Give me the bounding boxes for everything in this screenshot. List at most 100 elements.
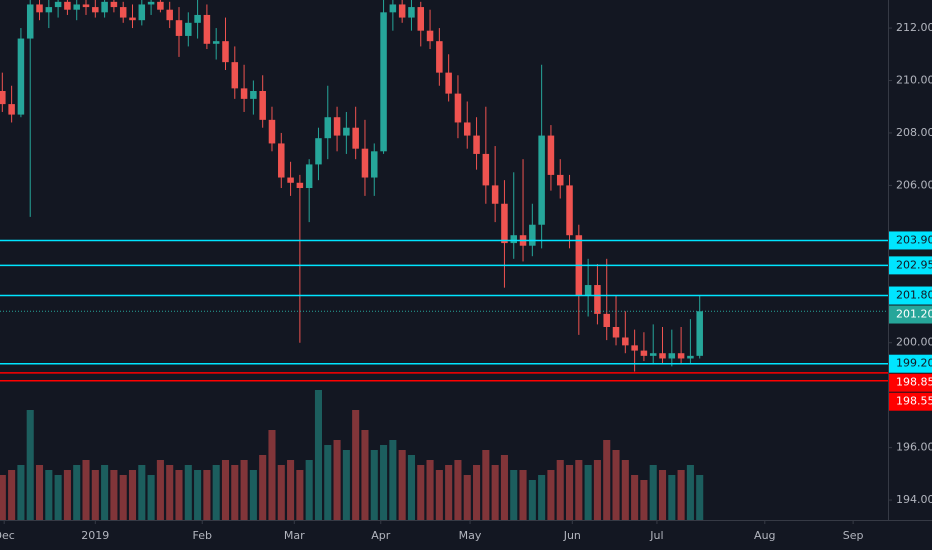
x-tick-label: Apr	[371, 529, 391, 542]
candle-body	[556, 174, 564, 186]
volume-bar	[417, 465, 425, 520]
volume-bar	[156, 460, 164, 520]
candle-body	[129, 17, 136, 21]
x-tick-label: Feb	[192, 529, 211, 542]
candle-body	[185, 22, 192, 36]
level-label: 201.80	[896, 289, 932, 302]
volume-bar	[389, 440, 397, 520]
x-tick-label: Dec	[0, 529, 15, 542]
candle-body	[268, 119, 276, 144]
volume-bar	[147, 475, 155, 520]
candle-body	[408, 7, 415, 18]
candle-body	[8, 104, 15, 115]
candle-body	[343, 127, 350, 136]
candle-body	[250, 90, 257, 99]
candle-body	[17, 38, 25, 115]
candle-body	[696, 311, 703, 356]
volume-bar	[324, 445, 332, 520]
volume-bar	[380, 445, 388, 520]
volume-bar	[547, 470, 555, 520]
candle-body	[92, 7, 99, 13]
last-price-label-box	[889, 305, 932, 324]
volume-bar	[407, 455, 415, 520]
candle-body	[296, 182, 304, 189]
y-tick-label: 194.00	[896, 493, 932, 506]
candle-body	[333, 117, 341, 136]
candle-body	[529, 224, 536, 246]
y-tick-label: 196.00	[896, 441, 932, 454]
volume-bar	[166, 465, 174, 520]
candle-body	[463, 122, 471, 136]
x-tick-label: Jun	[563, 529, 581, 542]
volume-bar	[287, 460, 295, 520]
candle-body	[259, 90, 266, 120]
volume-bar	[640, 480, 648, 520]
volume-bar	[221, 460, 230, 520]
candle-body	[659, 353, 666, 359]
volume-bar	[463, 475, 471, 520]
candle-body	[603, 313, 610, 327]
volume-bar	[510, 470, 518, 520]
volume-bar	[445, 465, 453, 520]
candle-body	[547, 135, 555, 175]
volume-bar	[593, 460, 601, 520]
candle-body	[324, 117, 332, 139]
candle-body	[147, 1, 155, 5]
y-tick-label: 200.00	[896, 336, 932, 349]
volume-bar	[333, 440, 341, 520]
volume-bar	[91, 470, 99, 520]
volume-bar	[435, 470, 443, 520]
candle-body	[54, 1, 62, 8]
candle-body	[82, 4, 90, 8]
volume-bar	[128, 470, 137, 520]
volume-bar	[575, 460, 583, 520]
volume-bar	[73, 465, 81, 520]
candle-body	[361, 148, 369, 178]
candle-body	[668, 353, 676, 359]
candle-body	[36, 4, 43, 13]
volume-bar	[268, 430, 276, 520]
volume-bar	[26, 410, 34, 520]
volume-bar	[175, 470, 183, 520]
candle-body	[352, 127, 359, 149]
volume-bar	[658, 470, 667, 520]
level-label: 198.55	[896, 395, 932, 408]
volume-bar	[342, 450, 350, 520]
volume-bar	[259, 455, 267, 520]
candle-body	[473, 135, 480, 154]
candle-body	[687, 355, 694, 359]
candle-body	[501, 203, 508, 244]
candle-body	[612, 326, 620, 338]
candle-body	[454, 93, 462, 123]
volume-bar	[110, 470, 118, 520]
candle-body	[287, 177, 294, 183]
y-tick-label: 210.00	[896, 74, 932, 87]
x-tick-label: May	[459, 529, 482, 542]
last-price-label: 201.20	[896, 308, 932, 321]
volume-bar	[45, 470, 53, 520]
x-tick-label: Jul	[649, 529, 663, 542]
candle-body	[482, 153, 490, 186]
volume-bar	[519, 470, 527, 520]
candle-body	[138, 4, 146, 21]
candle-body	[64, 1, 71, 10]
candle-body	[426, 30, 434, 42]
volume-bar	[361, 430, 369, 520]
volume-bar	[696, 475, 704, 520]
volume-bar	[482, 450, 490, 520]
volume-bar	[649, 465, 657, 520]
volume-bar	[277, 465, 285, 520]
volume-bar	[35, 465, 44, 520]
volume-bar	[352, 410, 360, 520]
candle-body	[166, 9, 173, 21]
volume-bar	[63, 470, 71, 520]
candle-body	[101, 1, 108, 13]
volume-bar	[370, 450, 378, 520]
volume-bar	[212, 465, 220, 520]
volume-bar	[603, 440, 611, 520]
y-tick-label: 212.00	[896, 21, 932, 34]
volume-bar	[184, 465, 192, 520]
volume-bar	[82, 460, 90, 520]
x-tick-label: Aug	[754, 529, 775, 542]
